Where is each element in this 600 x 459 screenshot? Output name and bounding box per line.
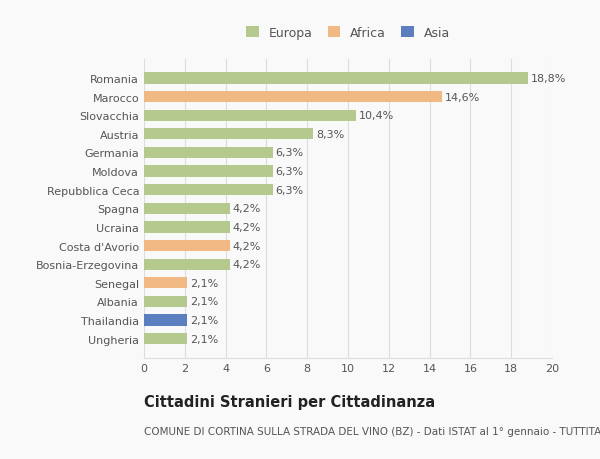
Bar xyxy=(144,333,187,344)
Bar xyxy=(144,110,356,122)
Bar xyxy=(144,222,230,233)
Text: 2,1%: 2,1% xyxy=(190,334,218,344)
Bar xyxy=(144,73,527,84)
Text: 4,2%: 4,2% xyxy=(233,260,261,269)
Text: 2,1%: 2,1% xyxy=(190,315,218,325)
Text: 6,3%: 6,3% xyxy=(275,167,304,177)
Bar xyxy=(144,241,230,252)
Text: 14,6%: 14,6% xyxy=(445,92,480,102)
Bar xyxy=(144,147,272,159)
Text: 4,2%: 4,2% xyxy=(233,223,261,232)
Text: 10,4%: 10,4% xyxy=(359,111,394,121)
Text: 4,2%: 4,2% xyxy=(233,241,261,251)
Text: 18,8%: 18,8% xyxy=(530,74,566,84)
Bar xyxy=(144,296,187,308)
Text: 4,2%: 4,2% xyxy=(233,204,261,214)
Bar xyxy=(144,92,442,103)
Text: Cittadini Stranieri per Cittadinanza: Cittadini Stranieri per Cittadinanza xyxy=(144,394,435,409)
Text: 6,3%: 6,3% xyxy=(275,148,304,158)
Bar xyxy=(144,129,313,140)
Text: 2,1%: 2,1% xyxy=(190,278,218,288)
Text: 8,3%: 8,3% xyxy=(316,129,344,140)
Bar xyxy=(144,185,272,196)
Bar xyxy=(144,166,272,177)
Bar xyxy=(144,315,187,326)
Text: 6,3%: 6,3% xyxy=(275,185,304,195)
Legend: Europa, Africa, Asia: Europa, Africa, Asia xyxy=(246,27,450,40)
Bar xyxy=(144,203,230,214)
Text: COMUNE DI CORTINA SULLA STRADA DEL VINO (BZ) - Dati ISTAT al 1° gennaio - TUTTIT: COMUNE DI CORTINA SULLA STRADA DEL VINO … xyxy=(144,426,600,436)
Bar xyxy=(144,278,187,289)
Text: 2,1%: 2,1% xyxy=(190,297,218,307)
Bar xyxy=(144,259,230,270)
